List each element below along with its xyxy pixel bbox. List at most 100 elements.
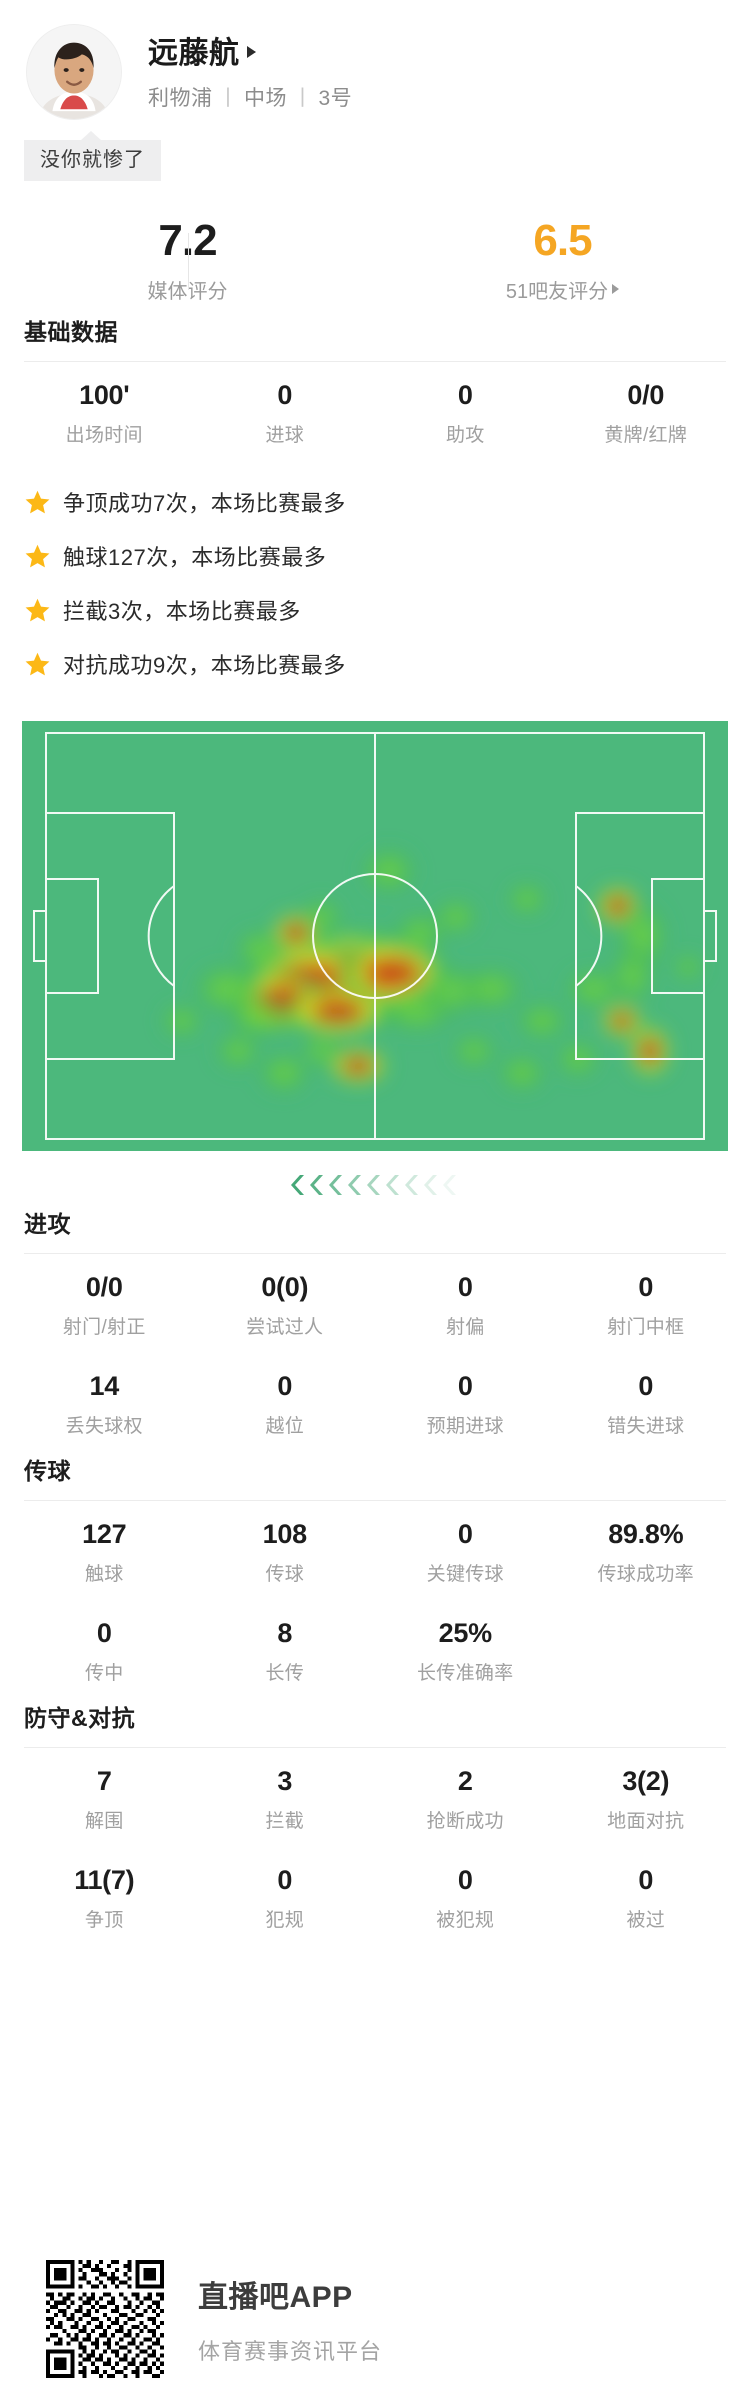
stat-value: 14 xyxy=(89,1371,120,1402)
media-rating: 7.2 媒体评分 xyxy=(0,218,375,304)
stat-value: 89.8% xyxy=(608,1519,684,1550)
stat-value: 0(0) xyxy=(261,1272,309,1303)
stat-cell: 100' 出场时间 xyxy=(14,362,195,461)
ratings-row: 7.2 媒体评分 6.5 51吧友评分 xyxy=(0,209,750,313)
qr-code-icon[interactable] xyxy=(46,2260,164,2378)
stat-label: 进球 xyxy=(265,425,305,447)
stat-cell: 0 被犯规 xyxy=(375,1847,556,1946)
defence-divider xyxy=(24,1747,726,1749)
defence-section-title: 防守&对抗 xyxy=(24,1705,136,1732)
fan-rating[interactable]: 6.5 51吧友评分 xyxy=(375,218,750,304)
stat-label: 触球 xyxy=(84,1564,124,1586)
highlight-text: 争顶成功7次，本场比赛最多 xyxy=(63,491,346,517)
stat-value: 0 xyxy=(457,1371,473,1402)
stat-value: 0/0 xyxy=(85,1272,123,1303)
chevron-left-icon xyxy=(329,1175,342,1196)
triangle-right-icon[interactable] xyxy=(246,45,256,58)
stat-label: 射偏 xyxy=(445,1317,485,1339)
stat-label: 丢失球权 xyxy=(65,1416,143,1438)
stat-label: 传球成功率 xyxy=(597,1564,694,1586)
star-icon xyxy=(25,490,50,513)
basic-stat-row: 100' 出场时间 0 进球 0 助攻 0/0 黄牌/红牌 xyxy=(0,362,750,461)
stat-value: 0/0 xyxy=(627,380,665,410)
stat-label: 预期进球 xyxy=(426,1416,504,1438)
stat-value: 0 xyxy=(457,380,473,410)
attack-stat-row-1: 0/0 射门/射正 0(0) 尝试过人 0 射偏 0 射门中框 xyxy=(0,1254,750,1353)
stat-value: 0 xyxy=(638,1272,654,1303)
list-item: 对抗成功9次，本场比赛最多 xyxy=(24,637,750,691)
heatmap-layer xyxy=(158,844,706,1098)
stat-value: 0 xyxy=(638,1371,654,1402)
stat-label: 抢断成功 xyxy=(426,1811,504,1833)
stat-cell: 0(0) 尝试过人 xyxy=(195,1254,376,1353)
highlight-text: 触球127次，本场比赛最多 xyxy=(63,545,327,571)
stat-cell: 127 触球 xyxy=(14,1501,195,1600)
player-portrait-icon xyxy=(27,25,121,119)
chevron-left-icon xyxy=(405,1175,418,1196)
highlight-text: 拦截3次，本场比赛最多 xyxy=(63,599,301,625)
passing-stat-row-2: 0 传中 8 长传 25% 长传准确率 xyxy=(0,1600,750,1699)
stat-cell: 3 拦截 xyxy=(195,1748,376,1847)
defence-stat-row-2: 11(7) 争顶 0 犯规 0 被犯规 0 被过 xyxy=(0,1847,750,1946)
stat-value: 127 xyxy=(82,1519,127,1550)
passing-divider xyxy=(24,1500,726,1502)
player-header: 远藤航 利物浦丨中场丨 3号 xyxy=(0,0,750,120)
stat-cell: 0 传中 xyxy=(14,1600,195,1699)
chevron-right-icon[interactable] xyxy=(612,284,620,294)
stat-value: 3 xyxy=(277,1766,293,1797)
stat-cell: 11(7) 争顶 xyxy=(14,1847,195,1946)
passing-section: 传球 127 触球 108 传球 0 关键传球 89.8% 传球成功率 0 传中… xyxy=(0,1452,750,1699)
stat-cell: 0 射偏 xyxy=(375,1254,556,1353)
stat-value: 7 xyxy=(96,1766,112,1797)
media-rating-label: 媒体评分 xyxy=(148,275,228,304)
stat-label: 黄牌/红牌 xyxy=(604,425,688,447)
star-icon xyxy=(25,598,50,621)
tag-label: 没你就惨了 xyxy=(24,140,161,181)
player-tag[interactable]: 没你就惨了 xyxy=(24,131,161,181)
avatar[interactable] xyxy=(26,24,122,120)
passing-stat-row-1: 127 触球 108 传球 0 关键传球 89.8% 传球成功率 xyxy=(0,1501,750,1600)
highlight-text: 对抗成功9次，本场比赛最多 xyxy=(63,653,346,679)
stat-cell: 0 关键传球 xyxy=(375,1501,556,1600)
highlights-list: 争顶成功7次，本场比赛最多 触球127次，本场比赛最多 拦截3次，本场比赛最多 … xyxy=(0,461,750,707)
stat-value: 100' xyxy=(79,380,130,410)
attack-section: 进攻 0/0 射门/射正 0(0) 尝试过人 0 射偏 0 射门中框 14 丢失… xyxy=(0,1205,750,1452)
stat-value: 108 xyxy=(262,1519,307,1550)
separator-1: 丨 xyxy=(217,87,239,110)
stat-cell: 0 助攻 xyxy=(375,362,556,461)
stat-cell: 0/0 射门/射正 xyxy=(14,1254,195,1353)
direction-indicator xyxy=(0,1165,750,1205)
stat-label: 尝试过人 xyxy=(246,1317,324,1339)
stat-label: 射门中框 xyxy=(607,1317,685,1339)
stat-value: 0 xyxy=(96,1618,112,1649)
tag-pointer-icon xyxy=(80,131,102,141)
stat-label: 关键传球 xyxy=(426,1564,504,1586)
player-meta: 远藤航 利物浦丨中场丨 3号 xyxy=(148,28,352,116)
list-item: 争顶成功7次，本场比赛最多 xyxy=(24,475,750,529)
stat-label: 地面对抗 xyxy=(607,1811,685,1833)
stat-cell: 14 丢失球权 xyxy=(14,1353,195,1452)
stat-value: 8 xyxy=(277,1618,293,1649)
fan-rating-label-text: 51吧友评分 xyxy=(505,280,609,303)
stat-value: 0 xyxy=(457,1865,473,1896)
player-position: 中场 xyxy=(244,87,287,110)
heatmap-pitch[interactable] xyxy=(22,721,728,1152)
player-name-row[interactable]: 远藤航 xyxy=(148,28,352,72)
stat-label: 争顶 xyxy=(84,1910,124,1932)
star-icon xyxy=(25,652,50,675)
chevron-left-icon xyxy=(443,1175,456,1196)
stat-value: 3(2) xyxy=(622,1766,670,1797)
attack-divider xyxy=(24,1253,726,1255)
stat-value: 0 xyxy=(277,1371,293,1402)
player-number: 3号 xyxy=(318,87,353,110)
chevron-left-icon xyxy=(291,1175,304,1196)
stat-label: 被过 xyxy=(626,1910,666,1932)
stat-cell: 0 进球 xyxy=(195,362,376,461)
defence-stat-row-1: 7 解围 3 拦截 2 抢断成功 3(2) 地面对抗 xyxy=(0,1748,750,1847)
app-footer: 直播吧APP 体育赛事资讯平台 xyxy=(0,2243,750,2395)
list-item: 拦截3次，本场比赛最多 xyxy=(24,583,750,637)
stat-label: 越位 xyxy=(265,1416,305,1438)
player-subtitle: 利物浦丨中场丨 3号 xyxy=(148,82,352,112)
star-icon xyxy=(25,544,50,567)
list-item: 触球127次，本场比赛最多 xyxy=(24,529,750,583)
